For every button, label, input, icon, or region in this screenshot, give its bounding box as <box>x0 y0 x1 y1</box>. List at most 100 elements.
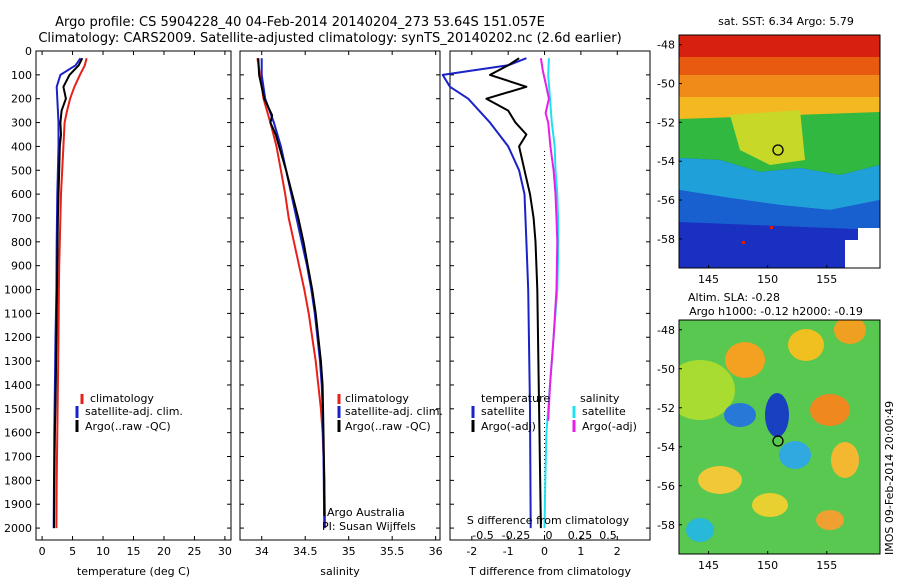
x-tick-label: -1 <box>503 545 514 558</box>
map-y-tick-label: -54 <box>657 441 675 454</box>
x-tick-label: 20 <box>157 545 171 558</box>
annotation-argo-australia: Argo Australia <box>327 506 405 519</box>
series-line-argo <box>53 57 84 529</box>
x-tick-label: 35 <box>342 545 356 558</box>
series-line-argo <box>257 58 326 517</box>
y-tick-label: 1900 <box>4 498 32 511</box>
y-tick-label: 1000 <box>4 284 32 297</box>
y-tick-label: 100 <box>11 69 32 82</box>
sst-map-axes: 145 150 155 -48 -50 -52 -54 -56 -58 <box>657 39 837 286</box>
sst-map-title: sat. SST: 6.34 Argo: 5.79 <box>718 15 854 28</box>
series-line-argo <box>485 57 542 529</box>
legend-salinity-title: salinity <box>580 392 620 405</box>
x-tick-label: -2 <box>466 545 477 558</box>
map-y-tick-label: -52 <box>657 402 675 415</box>
map-y-tick-label: -56 <box>657 194 675 207</box>
y-tick-label: 1500 <box>4 403 32 416</box>
side-timestamp-label: IMOS 09-Feb-2014 20:00:49 <box>883 401 896 555</box>
y-tick-label: 800 <box>11 236 32 249</box>
salinity-panel: 34 34.5 35 35.5 36 salinity <box>239 50 443 578</box>
y-tick-label: 0 <box>25 45 32 58</box>
x-axis-label: salinity <box>320 565 360 578</box>
map-y-tick-label: -54 <box>657 155 675 168</box>
legend-argo-t: Argo(-adj) <box>481 420 536 433</box>
temperature-legend: climatology satellite-adj. clim. Argo(..… <box>75 392 183 433</box>
top-tick-4: 0.5 <box>599 529 617 542</box>
map-y-tick-label: -48 <box>657 39 675 52</box>
legend-climatology: climatology <box>345 392 409 405</box>
x-axis-label: temperature (deg C) <box>77 565 190 578</box>
map-y-tick-label: -52 <box>657 116 675 129</box>
map-y-tick-label: -56 <box>657 480 675 493</box>
salinity-legend: climatology satellite-adj. clim. Argo(..… <box>322 392 443 533</box>
legend-climatology: climatology <box>90 392 154 405</box>
sst-argo-marker <box>772 144 784 156</box>
sla-map-title: Altim. SLA: -0.28 <box>688 291 780 304</box>
x-tick-label: 0 <box>39 545 46 558</box>
x-tick-label: 34 <box>255 545 269 558</box>
series-line-argo_s <box>539 58 559 421</box>
y-tick-label: 1700 <box>4 451 32 464</box>
x-tick-label: 0 <box>541 545 548 558</box>
legend-argo: Argo(..raw -QC) <box>345 420 431 433</box>
y-tick-label: 1600 <box>4 427 32 440</box>
sla-map-subtitle: Argo h1000: -0.12 h2000: -0.19 <box>689 305 863 318</box>
map-x-tick-label: 155 <box>816 273 837 286</box>
top-tick-3: 0.25 <box>568 529 593 542</box>
y-tick-label: 1400 <box>4 379 32 392</box>
map-x-tick-label: 145 <box>698 559 719 572</box>
series-line-satellite <box>441 57 532 529</box>
x-tick-label: 36 <box>429 545 443 558</box>
y-tick-label: 1100 <box>4 307 32 320</box>
temperature-panel: 0 5 10 15 20 25 30 temperature (deg C) 0 100 200 30… <box>4 45 232 578</box>
legend-satellite: satellite-adj. clim. <box>85 405 183 418</box>
map-x-tick-label: 145 <box>698 273 719 286</box>
series-line-climatology <box>55 57 88 529</box>
x-tick-label: 5 <box>69 545 76 558</box>
difference-legend: temperature salinity satellite Argo(-adj… <box>467 392 637 542</box>
top-tick-1: -0.25 <box>502 529 530 542</box>
y-tick-label: 600 <box>11 188 32 201</box>
x-tick-label: 25 <box>187 545 201 558</box>
legend-argo: Argo(..raw -QC) <box>85 420 171 433</box>
map-y-tick-label: -58 <box>657 519 675 532</box>
sla-map-axes: 145 150 155 -48 -50 -52 -54 -56 -58 <box>657 324 837 572</box>
x-tick-label: 2 <box>614 545 621 558</box>
legend-satellite-t: satellite <box>481 405 525 418</box>
map-y-tick-label: -50 <box>657 78 675 91</box>
sst-map-frame <box>678 34 881 269</box>
y-tick-label: 2000 <box>4 522 32 535</box>
map-y-tick-label: -58 <box>657 233 675 246</box>
x-tick-label: 34.5 <box>293 545 318 558</box>
sla-map <box>679 320 880 554</box>
sst-map <box>679 35 880 268</box>
x-tick-label: 35.5 <box>380 545 405 558</box>
plot-frame <box>35 50 232 541</box>
top-tick-0: -0.5 <box>472 529 493 542</box>
legend-argo-s: Argo(-adj) <box>582 420 637 433</box>
y-tick-label: 1300 <box>4 355 32 368</box>
header-line1: Argo profile: CS 5904228_40 04-Feb-2014 … <box>55 15 545 30</box>
legend-temperature-title: temperature <box>481 392 550 405</box>
sla-argo-marker <box>772 435 784 447</box>
y-tick-label: 1200 <box>4 331 32 344</box>
map-x-tick-label: 150 <box>757 559 778 572</box>
top-axis-label: S difference from climatology <box>467 514 630 527</box>
y-tick-label: 400 <box>11 140 32 153</box>
x-tick-label: 1 <box>577 545 584 558</box>
legend-satellite: satellite-adj. clim. <box>345 405 443 418</box>
x-axis-label: T difference from climatology <box>468 565 631 578</box>
y-tick-label: 700 <box>11 212 32 225</box>
plot-frame <box>449 50 651 541</box>
legend-satellite-s: satellite <box>582 405 626 418</box>
map-y-tick-label: -48 <box>657 324 675 337</box>
difference-panel: -2 -1 0 1 2 T difference from climatology <box>441 50 651 578</box>
header-line2: Climatology: CARS2009. Satellite-adjuste… <box>38 31 621 46</box>
x-tick-label: 30 <box>218 545 232 558</box>
sla-map-frame <box>678 319 881 555</box>
top-tick-2: 0 <box>546 529 553 542</box>
x-tick-label: 10 <box>96 545 110 558</box>
y-tick-label: 1800 <box>4 474 32 487</box>
map-y-tick-label: -50 <box>657 363 675 376</box>
